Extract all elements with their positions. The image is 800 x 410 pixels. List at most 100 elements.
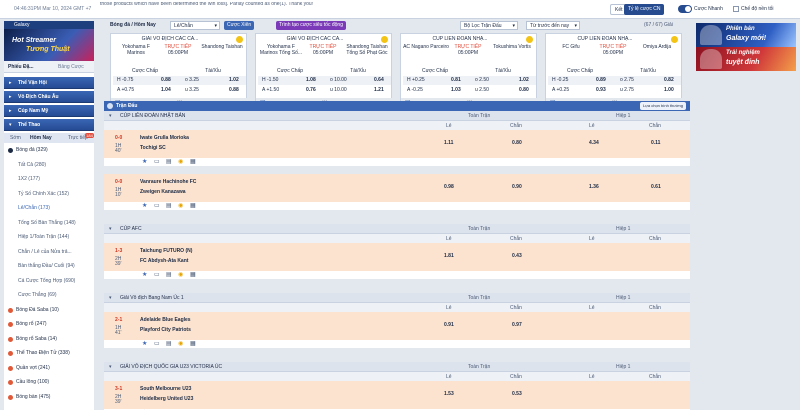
total-odds[interactable]: 1.02	[229, 77, 239, 83]
odds-cell[interactable]: 0.97	[512, 322, 522, 328]
league-header[interactable]: ▾ GIẢI VÔ ĐỊCH QUỐC GIA U23 VICTORIA ÚC To…	[104, 362, 690, 372]
sport-item[interactable]: 1X2 (177)	[18, 176, 40, 182]
bet-builder-button[interactable]: Trình tạo cược siêu tốc động	[276, 21, 346, 30]
chevron-down-icon[interactable]: ▾	[109, 295, 112, 301]
grid-icon[interactable]: ▦	[190, 341, 196, 347]
sport-item[interactable]: Bàn thắng Đầu/ Cuối (94)	[18, 263, 75, 269]
chevron-down-icon[interactable]: ▾	[109, 226, 112, 232]
tv-icon[interactable]: ▭	[154, 203, 160, 209]
coin-icon[interactable]: ◉	[178, 203, 184, 209]
odds-cell[interactable]: 1.53	[444, 391, 454, 397]
coin-icon[interactable]: ◉	[178, 159, 184, 165]
galaxy-promo-banner[interactable]: Phiên bản Galaxy mới!	[696, 23, 796, 47]
stats-icon[interactable]: ▤	[166, 341, 172, 347]
sport-item[interactable]: Tỷ Số Chính Xác (152)	[18, 190, 69, 197]
tab-live[interactable]: Trực tiếp	[68, 133, 94, 141]
tab-bet-list[interactable]: Bảng Cược	[58, 64, 84, 70]
odds-cell[interactable]: 0.11	[651, 140, 661, 146]
stats-icon[interactable]: ▤	[166, 203, 172, 209]
handicap-odds[interactable]: 0.89	[596, 77, 606, 83]
league-header[interactable]: ▾ CÚP LIÊN ĐOÀN NHẬT BẢN Toàn Trận Hiệp 1	[104, 111, 690, 121]
handicap-odds[interactable]: 1.03	[451, 87, 461, 93]
odds-format-dropdown[interactable]: Tỷ lệ cược CN	[624, 4, 665, 15]
sport-item[interactable]: Thể Thao Điện Tử (338)	[4, 348, 94, 359]
sport-item[interactable]: Bóng rổ Saba (14)	[4, 334, 94, 345]
category-copa-america[interactable]: Cúp Nam Mỹ	[4, 105, 94, 117]
sport-item[interactable]: Hiệp 1/Toàn Trận (144)	[18, 234, 70, 240]
featured-match-card[interactable]: CÚP LIÊN ĐOÀN NHẬ... AC Nagano Parceiro TR…	[400, 33, 538, 107]
odds-cell[interactable]: 0.98	[444, 184, 454, 190]
total-odds[interactable]: 0.82	[664, 77, 674, 83]
coin-icon[interactable]: ◉	[178, 341, 184, 347]
star-icon[interactable]: ★	[142, 159, 148, 165]
category-euro[interactable]: Vô Địch Châu Âu	[4, 91, 94, 103]
sport-item[interactable]: Cá Cược Tổng Hợp (690)	[18, 277, 76, 284]
sport-item[interactable]: Cầu lông (100)	[4, 377, 94, 388]
market-select[interactable]: Lẻ/Chẵn	[170, 21, 220, 30]
grid-icon[interactable]: ▦	[190, 272, 196, 278]
handicap-odds[interactable]: 0.76	[306, 87, 316, 93]
odds-cell[interactable]: 0.53	[512, 391, 522, 397]
tab-early[interactable]: Sớm	[10, 135, 21, 141]
handicap-odds[interactable]: 0.93	[596, 87, 606, 93]
star-icon[interactable]: ★	[142, 341, 148, 347]
pin-icon[interactable]	[526, 36, 533, 43]
odds-cell[interactable]: 1.81	[444, 253, 454, 259]
announcement-ticker[interactable]: those products which have been determine…	[100, 2, 314, 7]
handicap-odds[interactable]: 1.08	[306, 77, 316, 83]
chevron-down-icon[interactable]: ▾	[109, 113, 112, 119]
star-icon[interactable]: ★	[142, 203, 148, 209]
league-header[interactable]: ▾ Giải Vô địch Bang Nam Úc 1 Toàn Trận Hiệp…	[104, 293, 690, 303]
quick-bet-toggle[interactable]	[678, 5, 692, 13]
odds-cell[interactable]: 0.43	[512, 253, 522, 259]
grid-icon[interactable]: ▦	[190, 203, 196, 209]
odds-cell[interactable]: 4.34	[589, 140, 599, 146]
sport-item[interactable]: Tổng Số Bàn Thắng (148)	[18, 219, 76, 226]
total-odds[interactable]: 1.21	[374, 87, 384, 93]
tv-icon[interactable]: ▭	[154, 341, 160, 347]
total-odds[interactable]: 1.02	[519, 77, 529, 83]
odds-cell[interactable]: 0.90	[512, 184, 522, 190]
odds-cell[interactable]: 1.36	[589, 184, 599, 190]
tab-today[interactable]: Hôm Nay	[30, 135, 52, 141]
sport-item[interactable]: Bóng đá (329)	[4, 145, 94, 156]
handicap-odds[interactable]: 1.04	[161, 87, 171, 93]
tv-icon[interactable]: ▭	[154, 272, 160, 278]
league-header[interactable]: ▾ CÚP AFC Toàn Trận Hiệp 1	[104, 224, 690, 234]
pin-icon[interactable]	[236, 36, 243, 43]
category-sports[interactable]: Thể Thao	[4, 119, 94, 131]
choose-league-button[interactable]: Lựa chọn bình thường	[639, 102, 686, 110]
total-odds[interactable]: 0.80	[519, 87, 529, 93]
grid-icon[interactable]: ▦	[190, 159, 196, 165]
stats-icon[interactable]: ▤	[166, 272, 172, 278]
dark-mode-checkbox[interactable]	[733, 6, 739, 12]
total-odds[interactable]: 0.88	[229, 87, 239, 93]
experience-promo-banner[interactable]: Trải nghiệm tuyệt đỉnh	[696, 47, 796, 71]
chevron-down-icon[interactable]: ▾	[109, 364, 112, 370]
tv-icon[interactable]: ▭	[154, 159, 160, 165]
featured-match-card[interactable]: GIẢI VÔ ĐỊCH CÁC CÂ... Yokohama F Marinos…	[255, 33, 393, 107]
sport-item[interactable]: Bóng bàn (475)	[4, 392, 94, 403]
featured-match-card[interactable]: GIẢI VÔ ĐỊCH CÁC CÂ... Yokohama F Marinos…	[110, 33, 248, 107]
streamer-promo-banner[interactable]: Hot Streamer Tương Thuật	[4, 29, 94, 61]
parlay-button[interactable]: Cược Xiên	[224, 21, 255, 30]
total-odds[interactable]: 1.00	[664, 87, 674, 93]
handicap-odds[interactable]: 0.81	[451, 77, 461, 83]
category-olympics[interactable]: Thể Vận Hội	[4, 77, 94, 89]
sort-order-select[interactable]: Từ trước đến nay	[526, 21, 580, 30]
handicap-odds[interactable]: 0.88	[161, 77, 171, 83]
featured-match-card[interactable]: CÚP LIÊN ĐOÀN NHẬ... FC Gifu TRỰC TIẾP 05:0…	[545, 33, 683, 107]
sport-item[interactable]: Cược Thắng (69)	[18, 292, 57, 298]
sport-item[interactable]: Chẵn / Lẻ của Nửa trả...	[18, 248, 72, 255]
sport-item[interactable]: Lẻ/Chẵn (173)	[18, 205, 50, 211]
odds-cell[interactable]: 1.11	[444, 140, 454, 146]
star-icon[interactable]: ★	[142, 272, 148, 278]
tab-betslip[interactable]: Phiếu Đặ...	[8, 64, 34, 70]
sport-item[interactable]: Bóng rổ (247)	[4, 319, 94, 330]
stats-icon[interactable]: ▤	[166, 159, 172, 165]
sport-item[interactable]: Quần vợt (241)	[4, 363, 94, 374]
collapse-icon[interactable]	[107, 103, 113, 109]
match-filter-select[interactable]: Bộ Lọc Trận Đấu	[460, 21, 518, 30]
total-odds[interactable]: 0.64	[374, 77, 384, 83]
pin-icon[interactable]	[671, 36, 678, 43]
